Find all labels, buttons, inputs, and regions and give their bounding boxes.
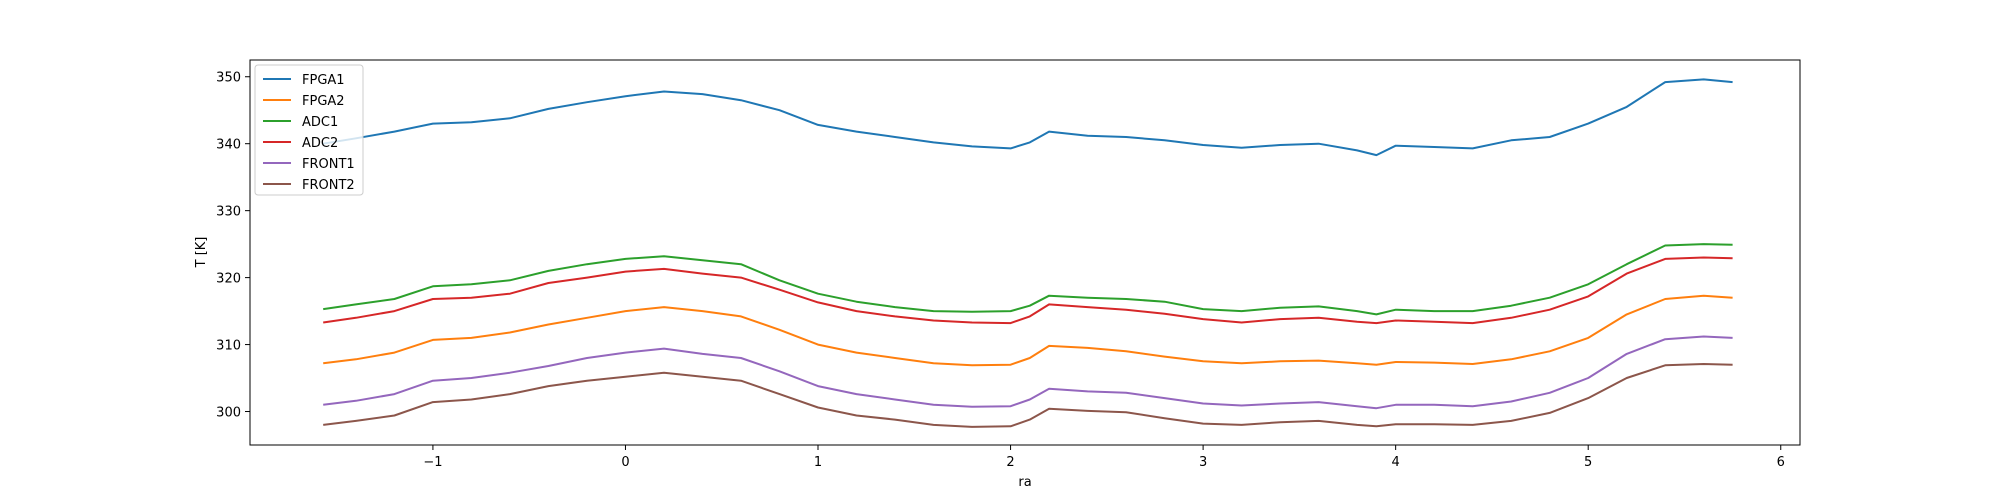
legend-label-adc2: ADC2 <box>302 136 338 151</box>
series-line-front1 <box>323 335 1733 410</box>
plot-area <box>249 59 1801 446</box>
series-layer <box>323 78 1733 428</box>
x-tick-label: −1 <box>423 455 442 470</box>
series-line-adc2 <box>323 256 1733 325</box>
y-axis: 300 310 320 330 340 350 <box>216 71 250 421</box>
x-tick-label: 4 <box>1392 455 1400 470</box>
y-tick-label: 350 <box>216 71 241 86</box>
y-tick-label: 320 <box>216 272 241 287</box>
x-tick-label: 3 <box>1199 455 1207 470</box>
axes-frame <box>249 59 1801 446</box>
legend: FPGA1 FPGA2 ADC1 ADC2 FRONT1 FRONT2 <box>254 64 364 196</box>
legend-items: FPGA1 FPGA2 ADC1 ADC2 FRONT1 FRONT2 <box>263 73 355 193</box>
series-line-adc1 <box>323 243 1733 316</box>
legend-label-fpga1: FPGA1 <box>302 73 345 88</box>
legend-label-front2: FRONT2 <box>302 178 355 193</box>
series-line-fpga2 <box>323 294 1733 367</box>
x-tick-label: 1 <box>814 455 822 470</box>
y-tick-label: 310 <box>216 339 241 354</box>
y-axis-label: T [K] <box>194 237 209 269</box>
x-tick-label: 0 <box>621 455 629 470</box>
y-tick-label: 340 <box>216 138 241 153</box>
x-tick-label: 5 <box>1584 455 1592 470</box>
y-tick-label: 330 <box>216 205 241 220</box>
legend-label-fpga2: FPGA2 <box>302 94 345 109</box>
series-line-front2 <box>323 363 1733 428</box>
series-line-fpga1 <box>323 78 1733 157</box>
y-tick-label: 300 <box>216 406 241 421</box>
x-axis: −1 0 1 2 3 4 5 6 <box>423 445 1785 470</box>
x-tick-label: 6 <box>1777 455 1785 470</box>
legend-label-adc1: ADC1 <box>302 115 338 130</box>
x-tick-label: 2 <box>1006 455 1014 470</box>
x-axis-label: ra <box>1018 475 1031 490</box>
legend-label-front1: FRONT1 <box>302 157 355 172</box>
